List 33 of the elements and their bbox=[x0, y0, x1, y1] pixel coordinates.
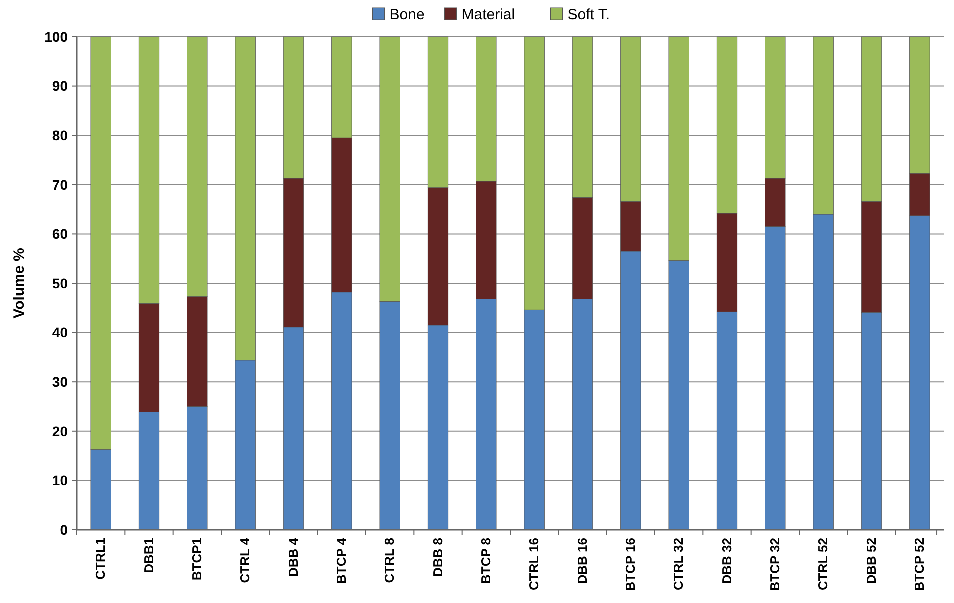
x-tick-label: BTCP 32 bbox=[767, 538, 782, 592]
x-tick-label: CTRL 8 bbox=[382, 538, 398, 584]
x-tick-label: BTCP1 bbox=[189, 538, 204, 581]
x-tick-label: CTRL1 bbox=[93, 538, 108, 580]
legend-label: Soft T. bbox=[568, 6, 610, 24]
y-tick-label: 80 bbox=[52, 128, 68, 144]
y-tick-label: 90 bbox=[52, 78, 68, 94]
x-tick-label: DBB 16 bbox=[574, 538, 590, 584]
y-tick-label: 20 bbox=[52, 423, 68, 440]
x-tick-label: BTCP 16 bbox=[622, 538, 638, 592]
x-tick-label: CTRL 4 bbox=[238, 537, 253, 584]
y-tick-label: 60 bbox=[52, 226, 68, 242]
y-tick-label: 0 bbox=[60, 522, 68, 538]
x-tick-label: CTRL 16 bbox=[526, 538, 542, 590]
x-tick-label: DBB1 bbox=[141, 538, 156, 574]
x-tick-label: BTCP 8 bbox=[478, 538, 494, 584]
x-tick-label: BTCP 4 bbox=[334, 537, 349, 584]
legend-label: Material bbox=[462, 6, 516, 24]
y-tick-label: 50 bbox=[52, 275, 68, 292]
y-tick-label: 30 bbox=[52, 374, 68, 390]
y-tick-label: 100 bbox=[44, 28, 68, 45]
x-tick-label: CTRL 52 bbox=[816, 538, 831, 590]
x-tick-label: DBB 8 bbox=[430, 538, 446, 578]
y-tick-label: 40 bbox=[52, 324, 68, 341]
x-tick-label: DBB 52 bbox=[864, 538, 879, 584]
y-tick-label: 70 bbox=[52, 176, 68, 193]
y-axis-title: Volume % bbox=[11, 248, 28, 319]
x-tick-label: DBB 32 bbox=[719, 538, 734, 584]
x-tick-label: DBB 4 bbox=[286, 537, 301, 578]
legend-label: Bone bbox=[390, 6, 425, 24]
x-tick-label: BTCP 52 bbox=[912, 538, 927, 592]
y-tick-label: 10 bbox=[52, 472, 68, 489]
x-tick-label: CTRL 32 bbox=[671, 538, 686, 590]
